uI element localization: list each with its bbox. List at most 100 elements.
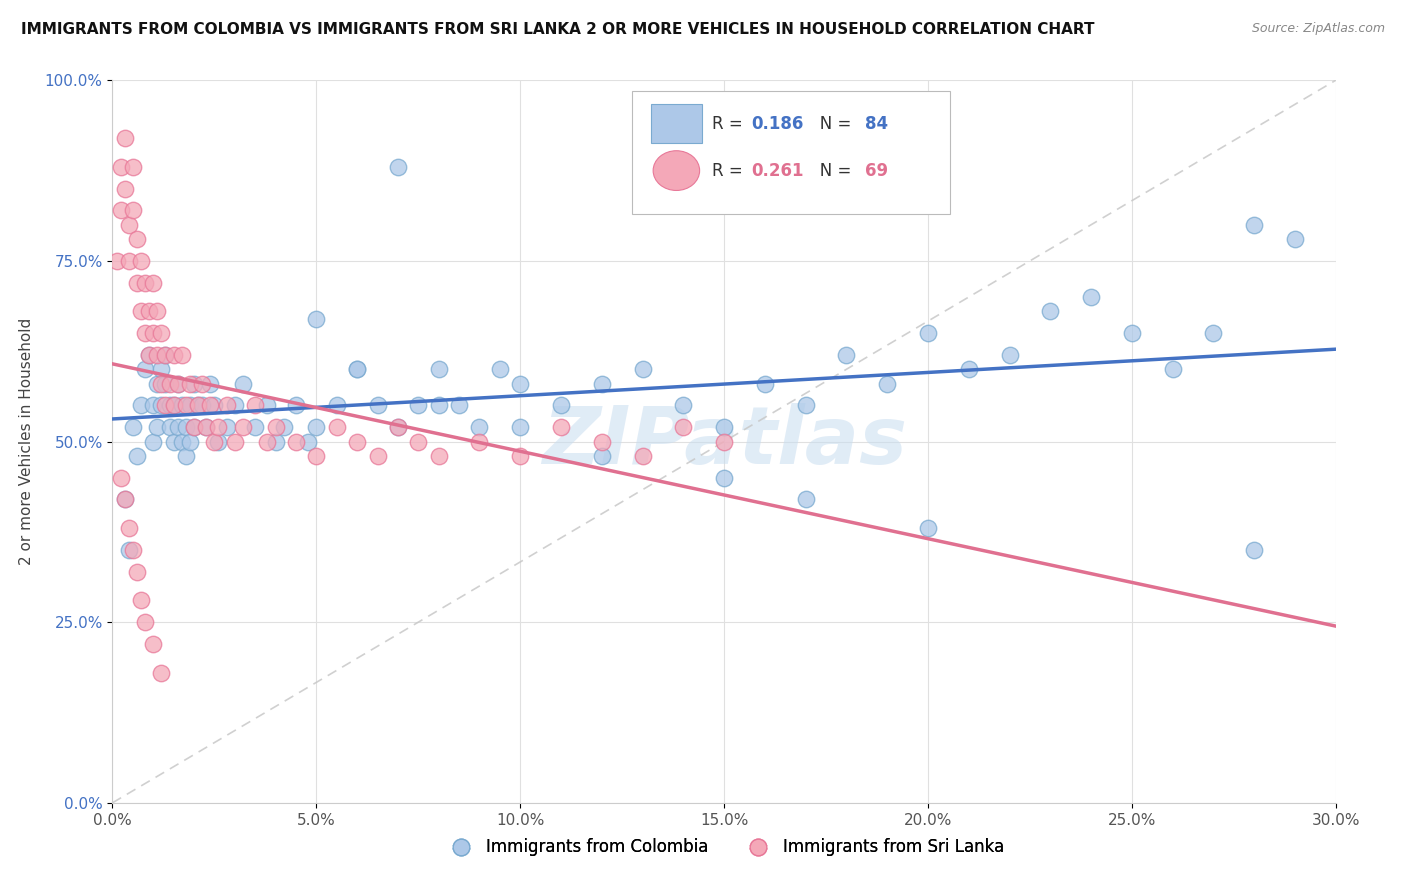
Point <box>110 160 132 174</box>
Point <box>114 492 136 507</box>
Point <box>245 420 267 434</box>
Point <box>794 398 817 412</box>
Point <box>366 398 388 412</box>
Point <box>155 348 177 362</box>
Point <box>138 348 160 362</box>
Point <box>232 420 254 434</box>
Point <box>118 521 141 535</box>
Point <box>326 420 349 434</box>
Point <box>187 398 209 412</box>
Point <box>1080 290 1102 304</box>
Text: N =: N = <box>804 161 856 179</box>
Point <box>146 348 169 362</box>
Point <box>195 420 218 434</box>
Point <box>427 449 450 463</box>
Y-axis label: 2 or more Vehicles in Household: 2 or more Vehicles in Household <box>18 318 34 566</box>
Point <box>387 420 409 434</box>
Point <box>118 253 141 268</box>
Text: 69: 69 <box>865 161 887 179</box>
Point <box>134 362 156 376</box>
Point <box>468 420 491 434</box>
Point <box>125 276 148 290</box>
Point <box>1243 218 1265 232</box>
Point <box>835 348 858 362</box>
Point <box>326 398 349 412</box>
Point <box>215 398 238 412</box>
Point <box>256 398 278 412</box>
Point <box>150 362 173 376</box>
Point <box>170 398 193 412</box>
Point <box>591 434 613 449</box>
Text: R =: R = <box>711 161 748 179</box>
Point <box>163 434 186 449</box>
Text: Source: ZipAtlas.com: Source: ZipAtlas.com <box>1251 22 1385 36</box>
Point <box>957 362 980 376</box>
Point <box>1243 542 1265 557</box>
Point <box>134 276 156 290</box>
Point <box>346 362 368 376</box>
FancyBboxPatch shape <box>651 104 702 143</box>
Point <box>122 542 145 557</box>
Point <box>408 398 430 412</box>
Point <box>146 304 169 318</box>
Point <box>207 420 229 434</box>
Legend: Immigrants from Colombia, Immigrants from Sri Lanka: Immigrants from Colombia, Immigrants fro… <box>437 831 1011 863</box>
Point <box>138 348 160 362</box>
Point <box>713 420 735 434</box>
Point <box>200 376 222 391</box>
Point <box>509 420 531 434</box>
Point <box>159 376 181 391</box>
Point <box>1161 362 1184 376</box>
Point <box>305 311 328 326</box>
Point <box>591 449 613 463</box>
Point <box>183 420 205 434</box>
Point <box>110 203 132 218</box>
Point <box>284 434 308 449</box>
Point <box>191 376 214 391</box>
Point <box>509 376 531 391</box>
Point <box>204 398 226 412</box>
Text: R =: R = <box>711 115 748 133</box>
Point <box>155 348 177 362</box>
Point <box>129 253 152 268</box>
Point <box>917 326 939 340</box>
Point <box>163 348 186 362</box>
Point <box>166 420 188 434</box>
Point <box>142 434 165 449</box>
Point <box>408 434 430 449</box>
Point <box>134 615 156 630</box>
Point <box>179 398 201 412</box>
Point <box>713 470 735 484</box>
Point <box>150 398 173 412</box>
Point <box>427 362 450 376</box>
Point <box>170 434 193 449</box>
Point <box>264 420 287 434</box>
Point <box>125 449 148 463</box>
Text: IMMIGRANTS FROM COLOMBIA VS IMMIGRANTS FROM SRI LANKA 2 OR MORE VEHICLES IN HOUS: IMMIGRANTS FROM COLOMBIA VS IMMIGRANTS F… <box>21 22 1095 37</box>
Point <box>134 326 156 340</box>
Point <box>195 420 218 434</box>
Point <box>794 492 817 507</box>
Point <box>366 449 388 463</box>
Point <box>187 398 209 412</box>
Point <box>114 182 136 196</box>
Point <box>672 420 695 434</box>
Point <box>155 398 177 412</box>
Point <box>118 542 141 557</box>
Text: 0.261: 0.261 <box>751 161 803 179</box>
Point <box>305 449 328 463</box>
Point <box>129 593 152 607</box>
Point <box>264 434 287 449</box>
Point <box>387 420 409 434</box>
Point <box>631 449 654 463</box>
Point <box>468 434 491 449</box>
Point <box>122 420 145 434</box>
Point <box>166 376 188 391</box>
Point <box>114 492 136 507</box>
Point <box>174 398 197 412</box>
Point <box>509 449 531 463</box>
Point <box>155 376 177 391</box>
Point <box>447 398 470 412</box>
Point <box>142 398 165 412</box>
Point <box>550 420 572 434</box>
